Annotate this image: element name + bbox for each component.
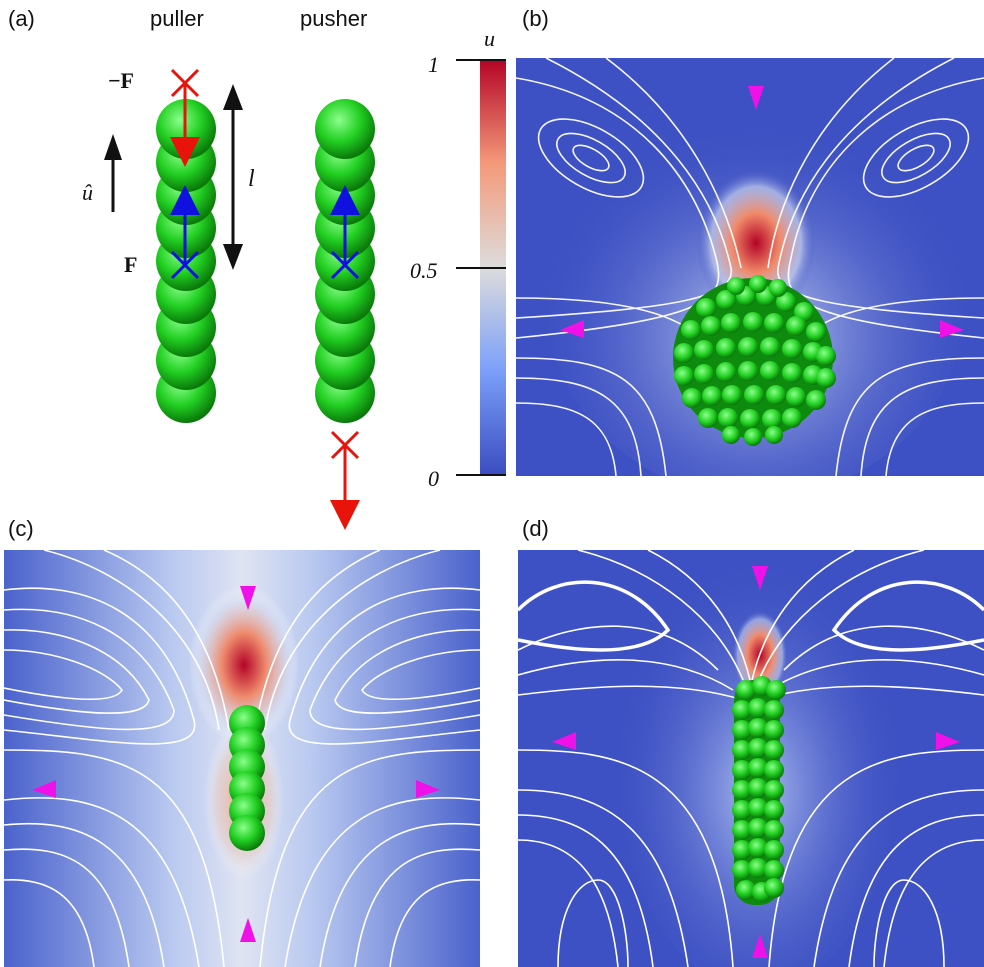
- panel-c-flow-field: [4, 550, 480, 967]
- colorbar-title: u: [484, 26, 495, 51]
- rod-swimmer: [229, 705, 265, 851]
- colorbar-tick-0: 0: [428, 466, 439, 491]
- panel-b-flow-field: [516, 58, 984, 476]
- force-pos-label: F: [124, 252, 137, 277]
- high-speed-region: [696, 168, 816, 318]
- rod-cluster: [732, 676, 786, 905]
- colorbar-tick-1: 1: [428, 52, 439, 77]
- pusher-label: pusher: [300, 6, 368, 31]
- length-symbol: l: [248, 166, 255, 192]
- flow-arrowheads: [32, 586, 440, 942]
- streamlines: [4, 550, 480, 967]
- streamlines: [518, 550, 984, 967]
- high-speed-region-top: [189, 585, 299, 745]
- spherical-cluster: [673, 275, 836, 446]
- pusher-rod: [315, 99, 375, 423]
- flow-arrowheads: [560, 86, 964, 338]
- panel-d-flow-field: [518, 550, 984, 967]
- swimmer-schematic: l û −F F: [82, 68, 375, 530]
- colorbar-tick-0.5: 0.5: [410, 258, 438, 283]
- colorbar: u 1 0.5 0: [410, 26, 506, 491]
- panel-b-label: (b): [522, 6, 549, 31]
- panel-d-label: (d): [522, 516, 549, 541]
- panel-c-label: (c): [8, 516, 34, 541]
- puller-label: puller: [150, 6, 204, 31]
- panel-a-label: (a): [8, 6, 35, 31]
- streamlines: [516, 58, 984, 476]
- direction-symbol: û: [82, 180, 93, 205]
- force-neg-label: −F: [108, 68, 134, 93]
- flow-arrowheads: [552, 566, 960, 958]
